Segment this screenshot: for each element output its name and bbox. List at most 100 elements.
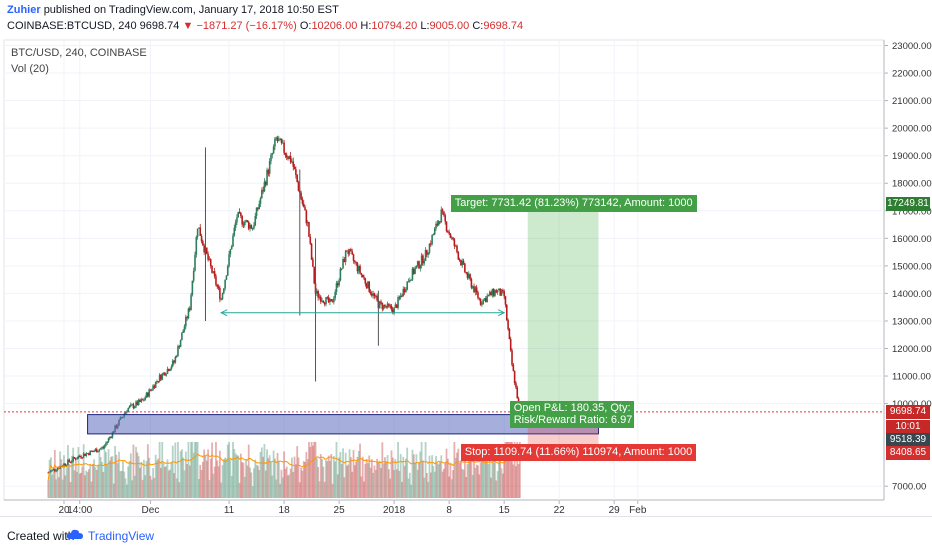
tradingview-brand-link[interactable]: TradingView bbox=[88, 529, 155, 543]
candle bbox=[309, 236, 312, 244]
volume-bar bbox=[59, 451, 61, 498]
candle bbox=[346, 250, 348, 252]
candle bbox=[232, 235, 234, 247]
volume-bar bbox=[190, 442, 192, 498]
volume-bar bbox=[119, 471, 122, 498]
candle bbox=[250, 224, 253, 229]
candle bbox=[166, 368, 169, 374]
volume-bar bbox=[132, 444, 135, 498]
candle bbox=[216, 284, 219, 287]
volume-bar bbox=[67, 445, 69, 498]
volume-bar bbox=[386, 455, 389, 498]
candle bbox=[424, 250, 427, 262]
volume-bar bbox=[249, 467, 251, 498]
candle bbox=[97, 451, 99, 453]
candle bbox=[448, 232, 450, 234]
author-link[interactable]: Zuhier bbox=[7, 4, 41, 16]
volume-bar bbox=[85, 470, 88, 498]
candle bbox=[469, 274, 471, 279]
volume-bar bbox=[495, 480, 498, 498]
candle bbox=[177, 346, 179, 357]
x-tick-label: 25 bbox=[334, 505, 346, 516]
volume-bar bbox=[332, 456, 335, 498]
volume-bar bbox=[209, 458, 212, 498]
candle bbox=[357, 265, 360, 272]
candle bbox=[371, 293, 373, 296]
volume-bar bbox=[428, 455, 431, 498]
candle bbox=[352, 254, 355, 261]
volume-bar bbox=[194, 442, 196, 498]
volume-bar bbox=[270, 461, 272, 498]
volume-bar bbox=[84, 475, 86, 498]
candle bbox=[217, 286, 220, 288]
volume-bar bbox=[72, 447, 75, 498]
candle bbox=[110, 436, 112, 438]
created-with-text: Created with bbox=[7, 529, 75, 543]
candle bbox=[225, 275, 228, 280]
volume-bar bbox=[357, 450, 360, 498]
volume-bar bbox=[387, 469, 390, 498]
candle bbox=[440, 209, 443, 223]
candle bbox=[304, 207, 306, 211]
volume-bar bbox=[103, 449, 106, 498]
candle bbox=[426, 250, 428, 255]
candle bbox=[414, 268, 416, 274]
candle bbox=[283, 142, 285, 153]
candle bbox=[312, 259, 314, 267]
volume-bar bbox=[403, 465, 406, 498]
volume-bar bbox=[69, 481, 72, 498]
candle bbox=[466, 273, 469, 278]
volume-bar bbox=[125, 484, 128, 498]
volume-bar bbox=[165, 465, 168, 498]
candle bbox=[512, 364, 515, 371]
volume-bar bbox=[90, 481, 93, 498]
volume-bar bbox=[394, 459, 397, 498]
candle bbox=[255, 207, 258, 216]
volume-bar bbox=[115, 454, 118, 498]
volume-bar bbox=[462, 469, 465, 498]
volume-bar bbox=[292, 472, 295, 498]
candle bbox=[234, 222, 237, 228]
volume-bar bbox=[363, 481, 365, 498]
candle bbox=[407, 281, 410, 283]
volume-bar bbox=[259, 452, 262, 498]
candle bbox=[194, 254, 196, 271]
chart-area[interactable]: 7000.00 10000.00 11000.00 12000.00 13000.00 1… bbox=[0, 36, 932, 516]
volume-bar bbox=[163, 467, 166, 498]
candle bbox=[381, 302, 384, 310]
volume-bar bbox=[494, 456, 496, 498]
trend-arrow-right-icon bbox=[497, 309, 506, 317]
volume-indicator-label[interactable]: Vol (20) bbox=[11, 63, 49, 75]
candle bbox=[200, 235, 203, 242]
candle bbox=[478, 297, 481, 299]
volume-bar bbox=[233, 449, 236, 498]
volume-bar bbox=[133, 475, 136, 498]
volume-bar bbox=[198, 479, 200, 498]
candle bbox=[430, 243, 432, 245]
volume-bar bbox=[203, 449, 206, 498]
candle bbox=[450, 237, 453, 239]
candle bbox=[93, 451, 95, 453]
volume-bar bbox=[255, 464, 258, 498]
candle bbox=[156, 381, 158, 383]
candle bbox=[128, 406, 131, 409]
volume-ma-line bbox=[47, 453, 521, 480]
volume-bar bbox=[348, 449, 351, 498]
candle bbox=[336, 283, 339, 286]
volume-bar bbox=[56, 467, 59, 498]
chart-canvas[interactable]: 7000.00 10000.00 11000.00 12000.00 13000.00 1… bbox=[0, 36, 932, 516]
volume-bar bbox=[232, 442, 234, 498]
volume-bar bbox=[247, 444, 250, 498]
volume-bar bbox=[435, 456, 437, 498]
y-tick-label: 10000.00 bbox=[892, 399, 932, 410]
volume-bar bbox=[518, 442, 521, 498]
volume-bar bbox=[144, 475, 147, 498]
candle bbox=[360, 273, 363, 275]
volume-bar bbox=[135, 446, 137, 498]
candle bbox=[437, 221, 440, 226]
candle bbox=[289, 156, 292, 163]
candle bbox=[447, 231, 449, 233]
candle bbox=[443, 211, 445, 216]
volume-bar bbox=[141, 479, 144, 498]
candle bbox=[149, 389, 152, 391]
